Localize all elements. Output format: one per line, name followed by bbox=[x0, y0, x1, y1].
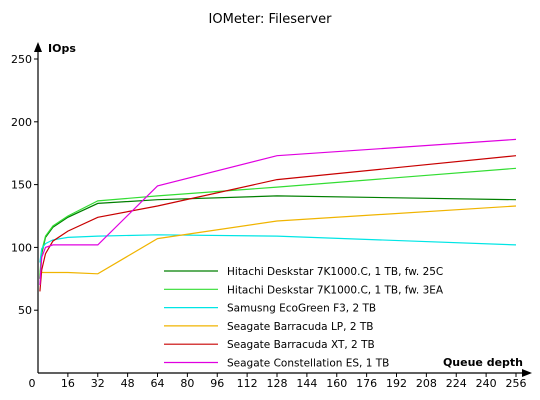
legend-entry: Samusng EcoGreen F3, 2 TB bbox=[227, 303, 376, 315]
x-axis-label: Queue depth bbox=[443, 356, 523, 369]
x-tick-label: 64 bbox=[151, 377, 165, 390]
x-tick-label: 160 bbox=[326, 377, 347, 390]
x-tick-label: 48 bbox=[121, 377, 135, 390]
x-tick-label: 16 bbox=[61, 377, 75, 390]
y-tick-label: 150 bbox=[11, 179, 32, 192]
y-tick-label: 250 bbox=[11, 53, 32, 66]
y-tick-label: 200 bbox=[11, 116, 32, 129]
x-tick-label: 176 bbox=[356, 377, 377, 390]
series-line-6 bbox=[39, 138, 517, 286]
x-tick-label: 144 bbox=[296, 377, 317, 390]
y-ticks: 50 100 150 200 250 bbox=[11, 53, 38, 317]
x-tick-label: 80 bbox=[180, 377, 194, 390]
x-tick-label: 224 bbox=[446, 377, 467, 390]
axes bbox=[34, 42, 532, 377]
chart-title: IOMeter: Fileserver bbox=[209, 12, 333, 27]
x-tick-label: 112 bbox=[237, 377, 258, 390]
x-ticks: 0 16 32 48 64 80 96 112 128 144 160 176 192 208 224 240… bbox=[29, 373, 527, 390]
legend-entry: Hitachi Deskstar 7K1000.C, 1 TB, fw. 25C bbox=[227, 266, 443, 278]
series-line-2 bbox=[39, 167, 517, 276]
y-axis-label: IOps bbox=[48, 42, 76, 55]
x-axis-arrow bbox=[522, 369, 532, 377]
x-tick-label: 208 bbox=[416, 377, 437, 390]
series-line-4 bbox=[39, 205, 517, 275]
legend: Hitachi Deskstar 7K1000.C, 1 TB, fw. 25C… bbox=[164, 266, 444, 370]
series-line-5 bbox=[39, 155, 517, 292]
y-tick-label: 50 bbox=[18, 304, 32, 317]
x-tick-label: 256 bbox=[506, 377, 527, 390]
series-line-3 bbox=[39, 234, 517, 263]
x-tick-label: 32 bbox=[91, 377, 105, 390]
legend-entry: Hitachi Deskstar 7K1000.C, 1 TB, fw. 3EA bbox=[227, 284, 444, 296]
x-tick-label: 128 bbox=[267, 377, 288, 390]
legend-entry: Seagate Barracuda XT, 2 TB bbox=[227, 339, 375, 351]
x-tick-label: 96 bbox=[210, 377, 224, 390]
x-tick-label: 192 bbox=[386, 377, 407, 390]
legend-entry: Seagate Barracuda LP, 2 TB bbox=[227, 321, 373, 333]
y-tick-label: 100 bbox=[11, 241, 32, 254]
x-tick-label: 0 bbox=[29, 377, 36, 390]
legend-entry: Seagate Constellation ES, 1 TB bbox=[227, 358, 389, 370]
x-tick-label: 240 bbox=[476, 377, 497, 390]
series-lines bbox=[39, 138, 517, 292]
y-axis-arrow bbox=[34, 42, 42, 52]
